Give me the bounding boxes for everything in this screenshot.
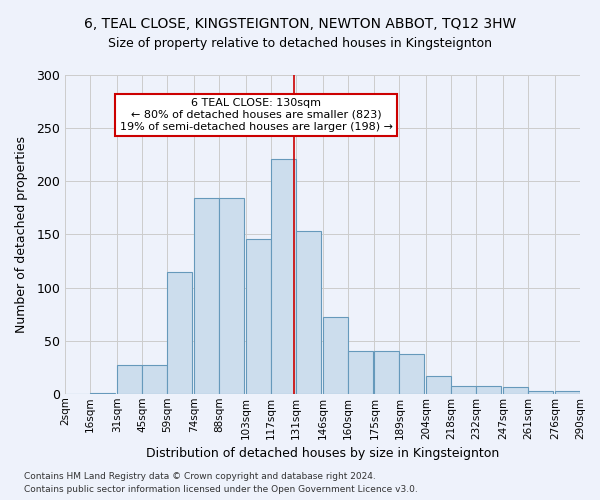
Bar	[142, 365, 167, 394]
Bar	[555, 390, 580, 394]
Bar	[194, 198, 219, 394]
Bar	[117, 365, 142, 394]
Bar	[245, 238, 271, 394]
Text: 6, TEAL CLOSE, KINGSTEIGNTON, NEWTON ABBOT, TQ12 3HW: 6, TEAL CLOSE, KINGSTEIGNTON, NEWTON ABB…	[84, 18, 516, 32]
Bar	[400, 354, 424, 394]
Bar	[271, 159, 296, 394]
Bar	[323, 318, 347, 394]
Bar	[90, 392, 115, 394]
Bar	[374, 352, 400, 394]
Bar	[347, 352, 373, 394]
Bar	[528, 390, 553, 394]
Text: Size of property relative to detached houses in Kingsteignton: Size of property relative to detached ho…	[108, 38, 492, 51]
Bar	[167, 272, 192, 394]
Bar	[503, 388, 528, 394]
Y-axis label: Number of detached properties: Number of detached properties	[15, 136, 28, 333]
Bar	[426, 376, 451, 394]
Text: Contains public sector information licensed under the Open Government Licence v3: Contains public sector information licen…	[24, 484, 418, 494]
X-axis label: Distribution of detached houses by size in Kingsteignton: Distribution of detached houses by size …	[146, 447, 499, 460]
Text: Contains HM Land Registry data © Crown copyright and database right 2024.: Contains HM Land Registry data © Crown c…	[24, 472, 376, 481]
Bar	[219, 198, 244, 394]
Bar	[451, 386, 476, 394]
Text: 6 TEAL CLOSE: 130sqm
← 80% of detached houses are smaller (823)
19% of semi-deta: 6 TEAL CLOSE: 130sqm ← 80% of detached h…	[120, 98, 393, 132]
Bar	[296, 231, 321, 394]
Bar	[476, 386, 502, 394]
